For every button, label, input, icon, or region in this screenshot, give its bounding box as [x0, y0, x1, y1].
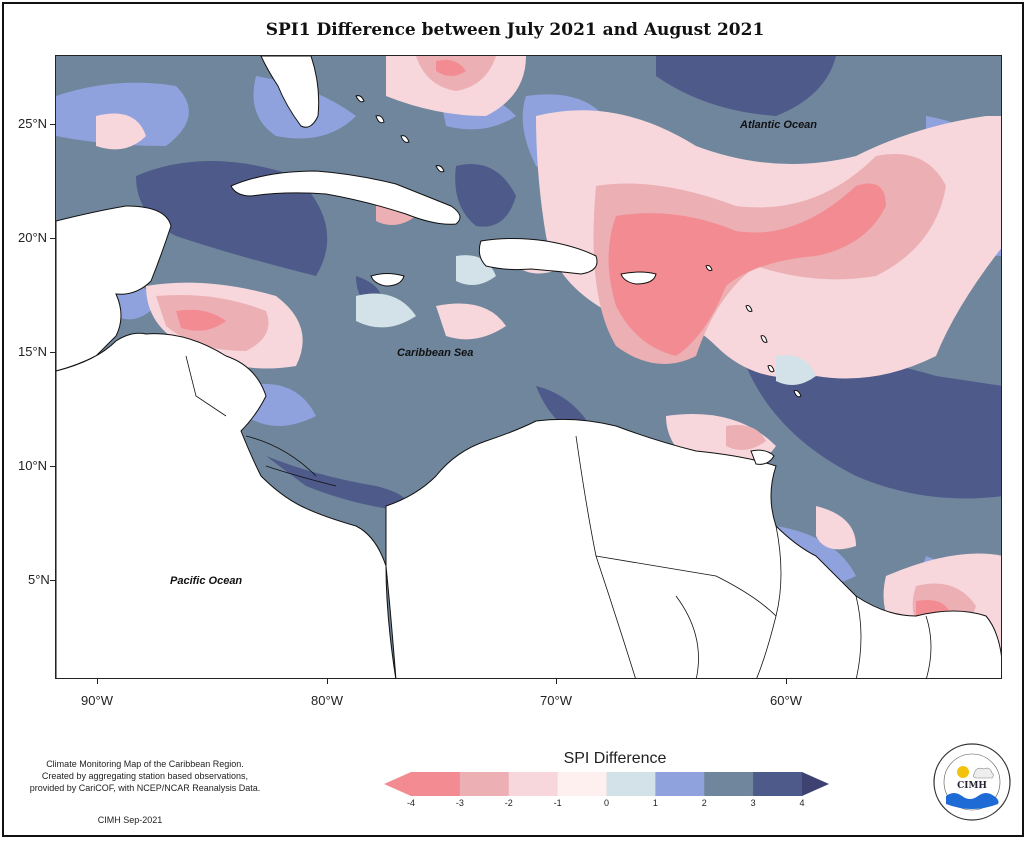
credit-line: Climate Monitoring Map of the Caribbean …	[46, 759, 244, 769]
legend-swatch	[557, 772, 607, 796]
y-axis-label: 20°N	[18, 230, 48, 245]
x-tick	[786, 679, 787, 684]
legend-swatch	[655, 772, 705, 796]
y-axis-label: 10°N	[18, 458, 48, 473]
y-tick	[50, 352, 55, 353]
credits-text: Climate Monitoring Map of the Caribbean …	[20, 758, 270, 794]
waves-icon	[946, 793, 999, 809]
legend-tick-label: 4	[799, 798, 805, 808]
y-tick	[50, 466, 55, 467]
y-tick	[50, 238, 55, 239]
legend-swatch	[606, 772, 656, 796]
caribbean-sea-label: Caribbean Sea	[397, 347, 474, 359]
cimh-logo	[933, 743, 1011, 821]
legend-tick-label: -2	[504, 798, 513, 808]
legend-title: SPI Difference	[563, 750, 667, 767]
near-zero-patches	[356, 255, 816, 385]
signature: CIMH Sep-2021	[97, 815, 163, 825]
dark-blue-patches	[136, 56, 1001, 511]
credit-line: Created by aggregating station based obs…	[41, 771, 249, 781]
logo-acronym: CIMH	[957, 781, 987, 791]
legend-tick-label: 3	[750, 798, 756, 808]
y-tick	[50, 580, 55, 581]
pacific-ocean-label: Pacific Ocean	[170, 575, 243, 587]
legend-tick-label: 1	[652, 798, 658, 808]
sun-icon	[957, 766, 969, 778]
y-tick	[50, 124, 55, 125]
legend-tick-label: -1	[553, 798, 562, 808]
x-axis-label: 60°W	[770, 693, 802, 708]
legend-swatch	[411, 772, 461, 796]
cloud-icon	[973, 767, 994, 779]
legend-swatch	[753, 772, 803, 796]
map-title: SPI1 Difference between July 2021 and Au…	[265, 20, 765, 40]
y-axis-label: 5°N	[28, 572, 50, 587]
legend-tick-label: 2	[701, 798, 707, 808]
x-axis-label: 90°W	[81, 693, 113, 708]
x-axis-label: 70°W	[540, 693, 572, 708]
land-masses	[56, 56, 1001, 678]
spi-field	[56, 56, 1001, 678]
y-axis-label: 15°N	[18, 344, 48, 359]
legend-colorbar	[384, 772, 829, 796]
map-panel	[55, 55, 1002, 679]
legend-right-arrow	[802, 772, 829, 796]
x-tick	[97, 679, 98, 684]
x-axis-label: 80°W	[311, 693, 343, 708]
legend-tick-label: -4	[406, 798, 415, 808]
legend-tick-label: 0	[603, 798, 609, 808]
x-tick	[327, 679, 328, 684]
legend-swatch	[508, 772, 559, 796]
legend-left-arrow	[384, 772, 411, 796]
legend-tick-label: -3	[455, 798, 464, 808]
atlantic-ocean-label: Atlantic Ocean	[740, 119, 818, 131]
legend-swatch	[459, 772, 510, 796]
x-tick	[556, 679, 557, 684]
country-borders	[185, 355, 932, 678]
legend-swatch	[704, 772, 754, 796]
y-axis-label: 25°N	[18, 116, 48, 131]
credit-line: provided by CariCOF, with NCEP/NCAR Rean…	[29, 783, 261, 793]
